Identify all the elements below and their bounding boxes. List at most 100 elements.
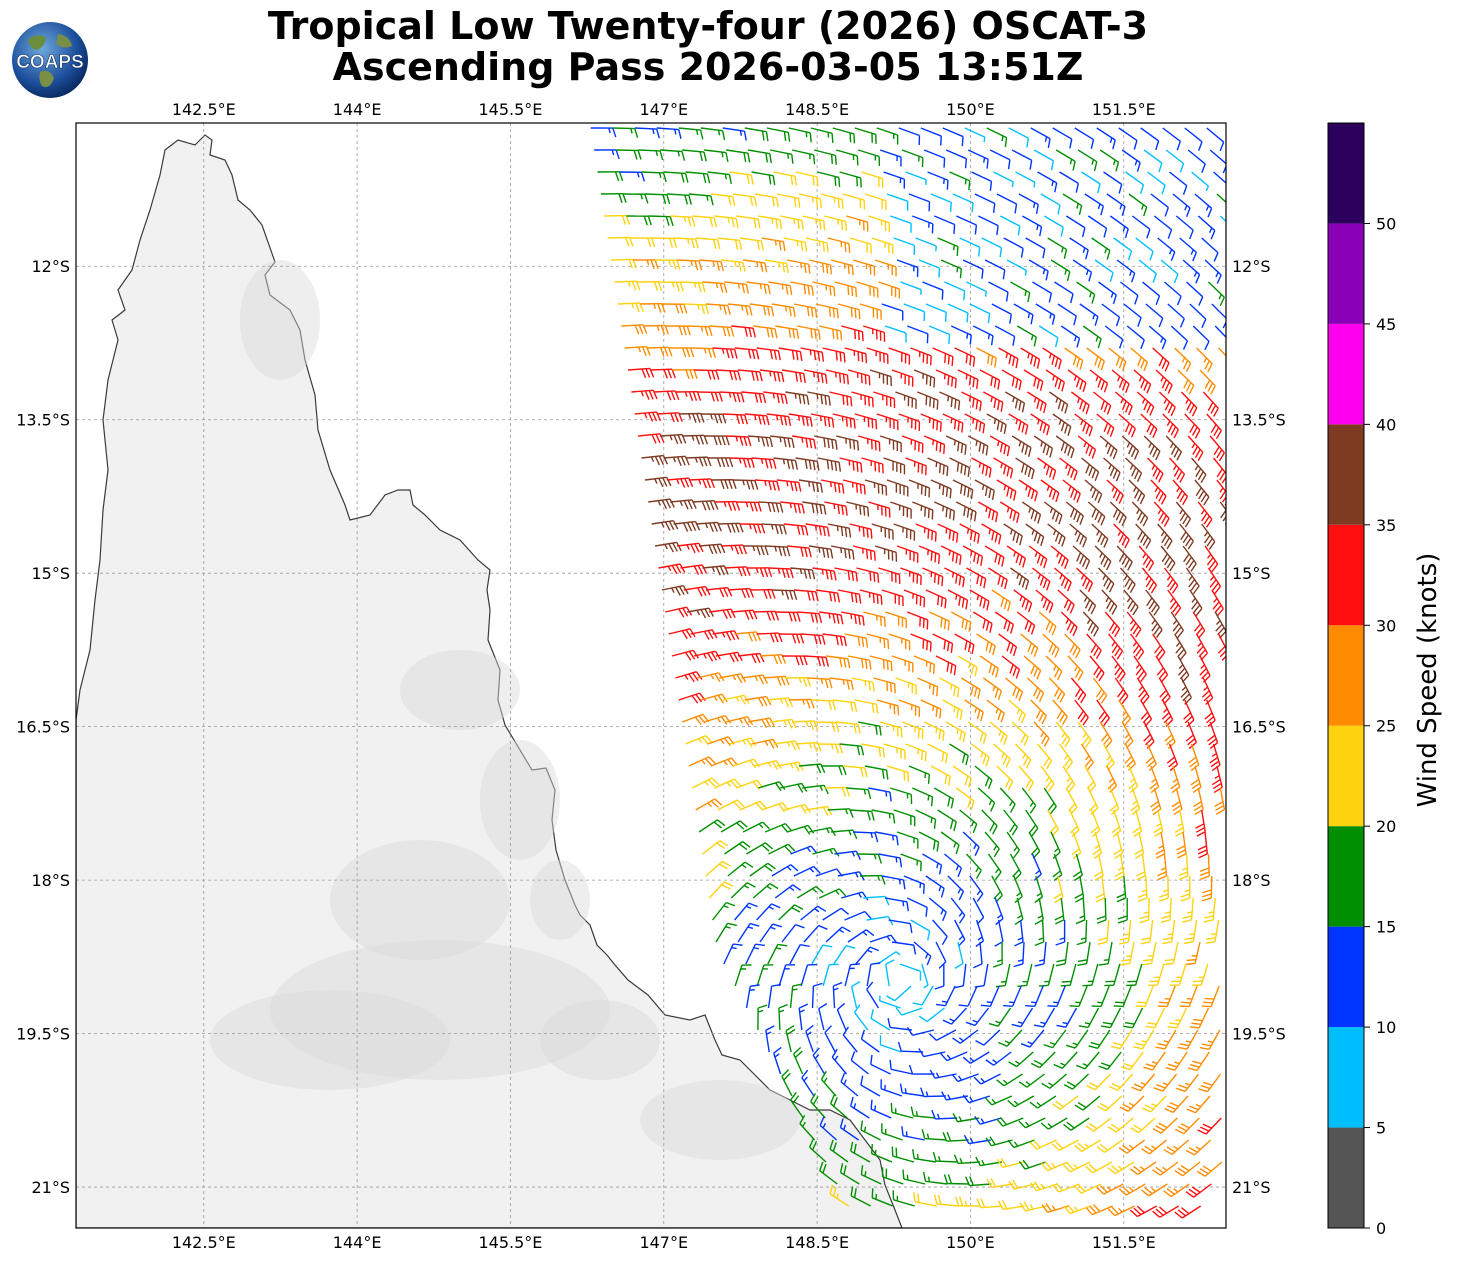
terrain-patch bbox=[540, 1000, 660, 1080]
wind-barb bbox=[1207, 281, 1225, 307]
wind-barb bbox=[1096, 127, 1116, 150]
wind-barb bbox=[793, 303, 818, 318]
wind-barb bbox=[597, 171, 624, 182]
logo-text: COAPS bbox=[16, 52, 84, 73]
wind-barb bbox=[876, 413, 899, 431]
wind-barb bbox=[655, 259, 681, 270]
wind-barb bbox=[886, 193, 909, 211]
wind-barb bbox=[780, 215, 804, 230]
wind-barb bbox=[633, 259, 659, 270]
wind-barb bbox=[879, 149, 902, 167]
colorbar-bin bbox=[1328, 524, 1364, 626]
wind-barb bbox=[915, 237, 937, 252]
wind-barb bbox=[1003, 237, 1024, 258]
wind-barb bbox=[1180, 391, 1198, 417]
wind-barb bbox=[820, 193, 844, 209]
wind-barb bbox=[649, 368, 676, 379]
wind-barb bbox=[1162, 413, 1179, 439]
wind-barb bbox=[837, 303, 861, 320]
wind-barb bbox=[883, 457, 906, 475]
wind-barb bbox=[1057, 303, 1077, 326]
wind-barb bbox=[829, 391, 853, 407]
wind-barb bbox=[832, 413, 856, 429]
wind-barb bbox=[934, 215, 956, 234]
wind-barb bbox=[764, 259, 789, 274]
wind-barb bbox=[754, 193, 779, 208]
wind-barb bbox=[688, 193, 714, 206]
wind-barb bbox=[1065, 215, 1086, 238]
colorbar-bins bbox=[1328, 123, 1364, 1228]
wind-barb bbox=[700, 127, 726, 141]
wind-barb bbox=[778, 347, 803, 361]
wind-barb bbox=[1191, 457, 1207, 484]
wind-barb bbox=[785, 391, 810, 405]
wind-barb bbox=[998, 347, 1019, 369]
wind-barb bbox=[658, 281, 684, 292]
wind-barb bbox=[1062, 193, 1083, 215]
wind-barb bbox=[810, 413, 835, 428]
wind-barb bbox=[1121, 435, 1140, 460]
wind-barb bbox=[888, 347, 911, 365]
wind-barb bbox=[634, 411, 662, 422]
wind-barb bbox=[1147, 457, 1164, 483]
wind-barb bbox=[842, 193, 866, 210]
colorbar-bin bbox=[1328, 725, 1364, 827]
wind-barb bbox=[763, 391, 788, 405]
wind-barb bbox=[781, 369, 806, 383]
wind-barb bbox=[940, 259, 962, 279]
wind-barb bbox=[1184, 127, 1203, 151]
wind-barb bbox=[1177, 369, 1195, 395]
wind-barb bbox=[1128, 193, 1148, 217]
colorbar-bin bbox=[1328, 123, 1364, 224]
wind-barb bbox=[751, 171, 776, 186]
wind-barb bbox=[1076, 281, 1096, 304]
wind-barb bbox=[1067, 369, 1087, 393]
wind-barb bbox=[700, 413, 727, 424]
wind-barb bbox=[1169, 457, 1186, 483]
wind-barb bbox=[947, 303, 969, 323]
wind-barb bbox=[1114, 391, 1133, 416]
wind-barb bbox=[935, 369, 957, 389]
wind-barb bbox=[817, 171, 841, 187]
wind-barb bbox=[967, 435, 989, 456]
wind-barb bbox=[841, 325, 864, 342]
wind-barb bbox=[893, 237, 916, 255]
wind-barb bbox=[876, 127, 899, 145]
wind-barb bbox=[1116, 259, 1136, 283]
terrain-patch bbox=[270, 940, 610, 1080]
wind-barb bbox=[1094, 259, 1114, 282]
wind-barb bbox=[1010, 281, 1031, 303]
wind-barb bbox=[871, 237, 894, 255]
wind-barb bbox=[903, 303, 926, 322]
wind-barb bbox=[883, 171, 906, 189]
wind-barb bbox=[849, 237, 872, 254]
wind-barb bbox=[1184, 413, 1201, 439]
wind-barb bbox=[1216, 193, 1226, 204]
wind-barb bbox=[1120, 281, 1139, 305]
wind-barb bbox=[920, 127, 942, 146]
wind-barb bbox=[1059, 457, 1078, 481]
wind-barb bbox=[727, 303, 753, 316]
colorbar-tick-label: 50 bbox=[1376, 214, 1396, 233]
wind-barb bbox=[1047, 237, 1068, 259]
wind-barb bbox=[981, 237, 1003, 258]
wind-barb bbox=[1008, 413, 1029, 435]
wind-barb bbox=[896, 259, 919, 277]
wind-barb bbox=[1072, 259, 1093, 282]
wind-barb bbox=[1145, 303, 1164, 328]
wind-barb bbox=[910, 347, 932, 366]
wind-barb bbox=[964, 413, 986, 434]
wind-barb bbox=[644, 476, 672, 488]
wind-barb bbox=[928, 325, 951, 344]
colorbar-tick-label: 15 bbox=[1376, 918, 1396, 937]
wind-barb bbox=[656, 127, 682, 139]
wind-barb bbox=[663, 171, 689, 183]
wind-barb bbox=[956, 215, 978, 235]
wind-barb bbox=[1037, 171, 1058, 193]
wind-barb bbox=[1087, 215, 1108, 238]
wind-barb bbox=[685, 171, 711, 184]
wind-barb bbox=[773, 171, 798, 186]
wind-barb bbox=[1033, 435, 1054, 458]
colorbar-label: Wind Speed (knots) bbox=[1413, 553, 1443, 808]
